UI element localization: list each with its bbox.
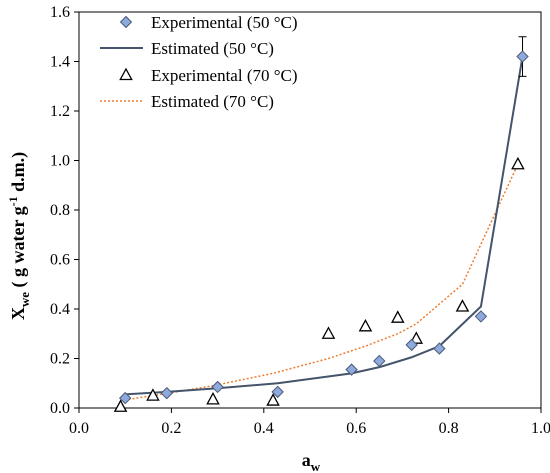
data-point [516, 50, 529, 63]
y-tick-label: 0.4 [50, 301, 70, 318]
legend-label: Estimated (50 °C) [151, 39, 274, 58]
y-tick-label: 1.6 [50, 4, 70, 21]
x-axis-title: aw [302, 450, 321, 473]
x-tick-label: 0.2 [161, 420, 181, 437]
y-tick-labels: 0.0 0.2 0.4 0.6 0.8 1.0 1.2 1.4 1.6 [50, 4, 70, 417]
y-tick-label: 0.0 [50, 400, 70, 417]
legend: Experimental (50 °C) Estimated (50 °C) Exp… [100, 13, 298, 111]
data-point [206, 391, 220, 405]
data-point [321, 326, 336, 339]
y-tick-label: 0.2 [50, 351, 70, 368]
data-point [119, 15, 133, 29]
data-point [146, 388, 160, 401]
y-tick-label: 1.0 [50, 153, 70, 170]
y-tick-label: 1.2 [50, 103, 70, 120]
data-point [113, 399, 128, 412]
x-tick-label: 0.6 [346, 420, 366, 437]
series-line-estimated-50 [125, 56, 524, 396]
x-tick-label: 0.8 [439, 420, 459, 437]
data-point [455, 299, 470, 312]
series-line-estimated-70 [120, 163, 519, 402]
data-point [405, 338, 418, 352]
x-tick-label: 0.4 [254, 420, 274, 437]
legend-label: Experimental (50 °C) [151, 13, 298, 32]
y-tick-label: 0.8 [50, 202, 70, 219]
x-tick-label: 0.0 [69, 420, 89, 437]
data-point [433, 342, 446, 355]
y-tick-label: 0.6 [50, 252, 70, 269]
plot-area [78, 11, 542, 409]
legend-label: Experimental (70 °C) [151, 66, 298, 85]
data-point [345, 363, 358, 376]
data-point [373, 354, 386, 368]
data-point [511, 156, 525, 170]
tick-marks [74, 11, 542, 413]
data-point [271, 385, 284, 399]
data-point [266, 393, 280, 406]
data-point [119, 67, 133, 81]
data-point [358, 318, 373, 332]
data-point [390, 310, 405, 323]
data-point [474, 310, 488, 323]
x-tick-label: 1.0 [531, 420, 550, 437]
y-tick-label: 1.4 [50, 54, 70, 71]
series-layer [113, 36, 529, 412]
y-axis-title: Xwe ( g water g-1 d.m.) [6, 152, 32, 320]
x-tick-labels: 0.0 0.2 0.4 0.6 0.8 1.0 [69, 420, 550, 437]
data-point [160, 386, 173, 400]
legend-label: Estimated (70 °C) [151, 92, 274, 111]
data-point [118, 391, 132, 405]
data-point [211, 380, 224, 394]
